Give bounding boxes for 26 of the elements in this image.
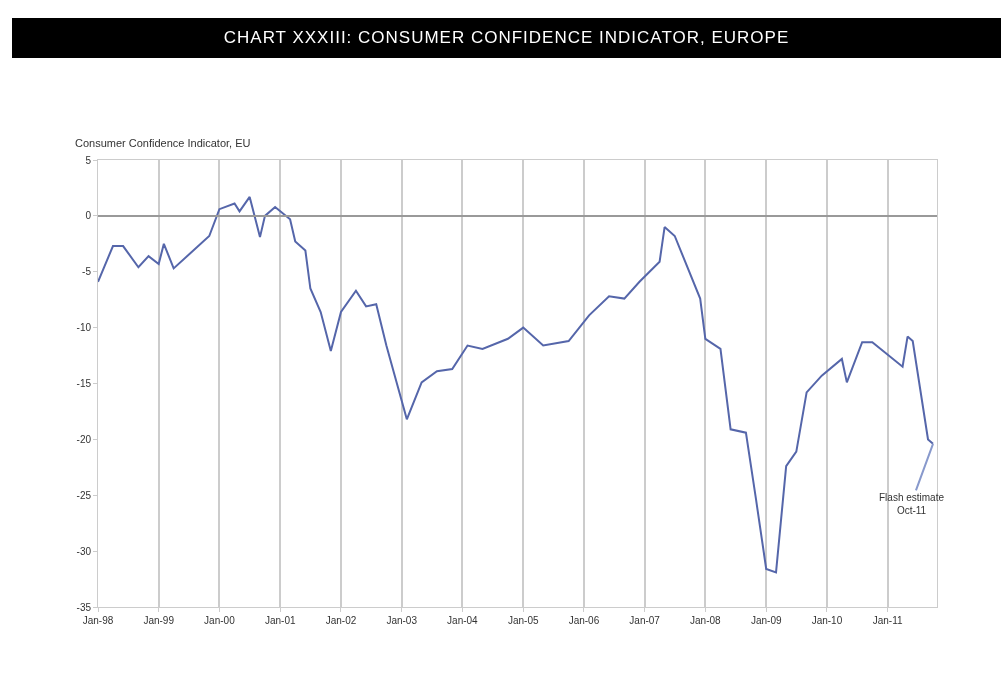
y-tick-label: -10 <box>76 322 92 334</box>
annotation: Flash estimate Oct-11 <box>879 492 945 516</box>
x-tick-label: Jan-02 <box>325 615 357 626</box>
x-tick-label: Jan-06 <box>568 615 600 626</box>
y-tick-label: -5 <box>82 266 92 278</box>
y-tick-label: -25 <box>76 489 92 501</box>
y-tick-label: -20 <box>76 433 92 445</box>
y-tick-label: -15 <box>76 378 92 389</box>
x-tick-label: Jan-05 <box>507 615 539 626</box>
x-tick-label: Jan-03 <box>386 615 418 626</box>
x-tick-label: Jan-09 <box>750 615 782 626</box>
y-tick-label: -30 <box>76 545 92 557</box>
y-tick-label: 5 <box>85 154 92 166</box>
y-tick-label: 0 <box>85 210 92 222</box>
y-tick-label: -35 <box>76 601 92 613</box>
chart-title: CHART XXXIII: CONSUMER CONFIDENCE INDICATOR, EUROPE <box>12 18 1001 58</box>
x-tick-label: Jan-00 <box>204 615 236 626</box>
x-tick-label: Jan-99 <box>143 615 175 626</box>
x-tick-label: Jan-98 <box>82 615 114 626</box>
y-axis-title: Consumer Confidence Indicator, EU <box>75 137 251 149</box>
x-tick-label: Jan-07 <box>629 615 661 626</box>
x-tick-label: Jan-11 <box>872 615 903 626</box>
x-tick-label: Jan-08 <box>690 615 722 626</box>
x-tick-label: Jan-01 <box>264 615 296 626</box>
x-tick-label: Jan-04 <box>447 615 479 626</box>
x-tick-label: Jan-10 <box>811 615 843 626</box>
